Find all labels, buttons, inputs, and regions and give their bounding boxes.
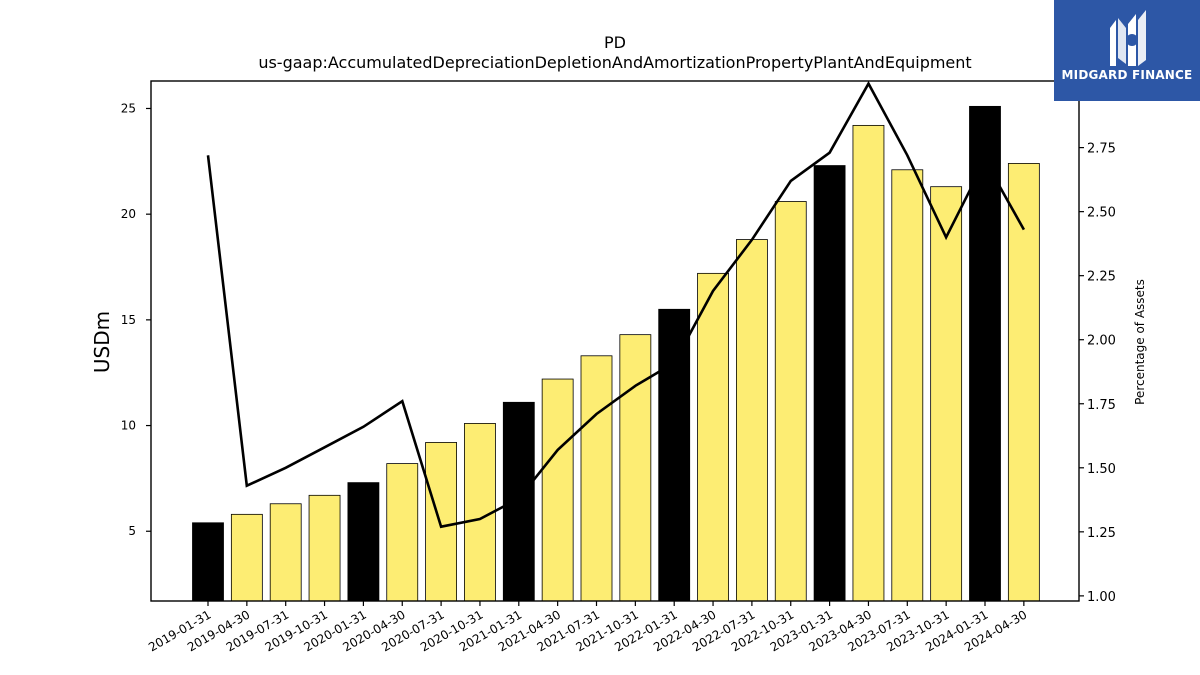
bar-2024-04-30 — [1007, 163, 1040, 602]
bar-2021-01-31 — [502, 401, 535, 602]
bar-2019-10-31 — [308, 494, 341, 602]
y2-tick-label: 1.50 — [1087, 462, 1116, 477]
chart-title: PD — [604, 33, 626, 52]
line-layer — [206, 80, 1026, 529]
y-tick-label: 10 — [121, 419, 136, 433]
bar-2021-07-31 — [580, 355, 613, 602]
y2-tick-label: 2.00 — [1087, 334, 1116, 349]
y-axis-label: USDm — [90, 311, 114, 373]
bar-2022-04-30 — [697, 272, 729, 602]
bar-2023-04-30 — [852, 124, 885, 602]
y2-axis-label: Percentage of Assets — [1133, 279, 1147, 405]
chart-subtitle: us-gaap:AccumulatedDepreciationDepletion… — [258, 53, 971, 72]
bar-2022-01-31 — [658, 308, 691, 602]
y2-tick-label: 2.75 — [1087, 142, 1116, 157]
bar-2021-10-31 — [619, 334, 652, 602]
bar-2023-01-31 — [813, 165, 846, 602]
bar-2023-10-31 — [930, 186, 963, 602]
logo-mark-icon — [1110, 10, 1146, 66]
bar-2019-04-30 — [230, 513, 263, 602]
bar-2020-04-30 — [386, 463, 419, 602]
y2-tick-label: 1.75 — [1087, 398, 1116, 413]
bars-layer — [192, 105, 1040, 602]
bar-2022-07-31 — [736, 239, 768, 602]
plot-frame — [150, 80, 1080, 602]
bar-2020-01-31 — [347, 482, 380, 602]
brand-logo: MIDGARD FINANCE — [1054, 0, 1200, 101]
y2-tick-label: 2.50 — [1087, 206, 1116, 221]
y2-tick-label: 1.00 — [1087, 590, 1116, 605]
bar-2019-01-31 — [192, 522, 224, 602]
bar-2019-07-31 — [269, 503, 302, 602]
y2-tick-label: 2.25 — [1087, 270, 1116, 285]
y-tick-label: 20 — [121, 207, 136, 221]
bar-2020-07-31 — [425, 442, 458, 602]
logo-text: MIDGARD FINANCE — [1061, 68, 1193, 82]
y-tick-label: 5 — [128, 524, 136, 538]
bar-2023-07-31 — [891, 169, 924, 602]
bar-2022-10-31 — [774, 201, 807, 602]
bar-2021-04-30 — [541, 378, 574, 602]
y2-tick-label: 1.25 — [1087, 526, 1116, 541]
percentage-line — [206, 80, 1026, 529]
y-tick-label: 25 — [121, 101, 136, 115]
bar-2024-01-31 — [969, 105, 1001, 602]
axes-layer — [150, 80, 1080, 602]
y-tick-label: 15 — [121, 313, 136, 327]
